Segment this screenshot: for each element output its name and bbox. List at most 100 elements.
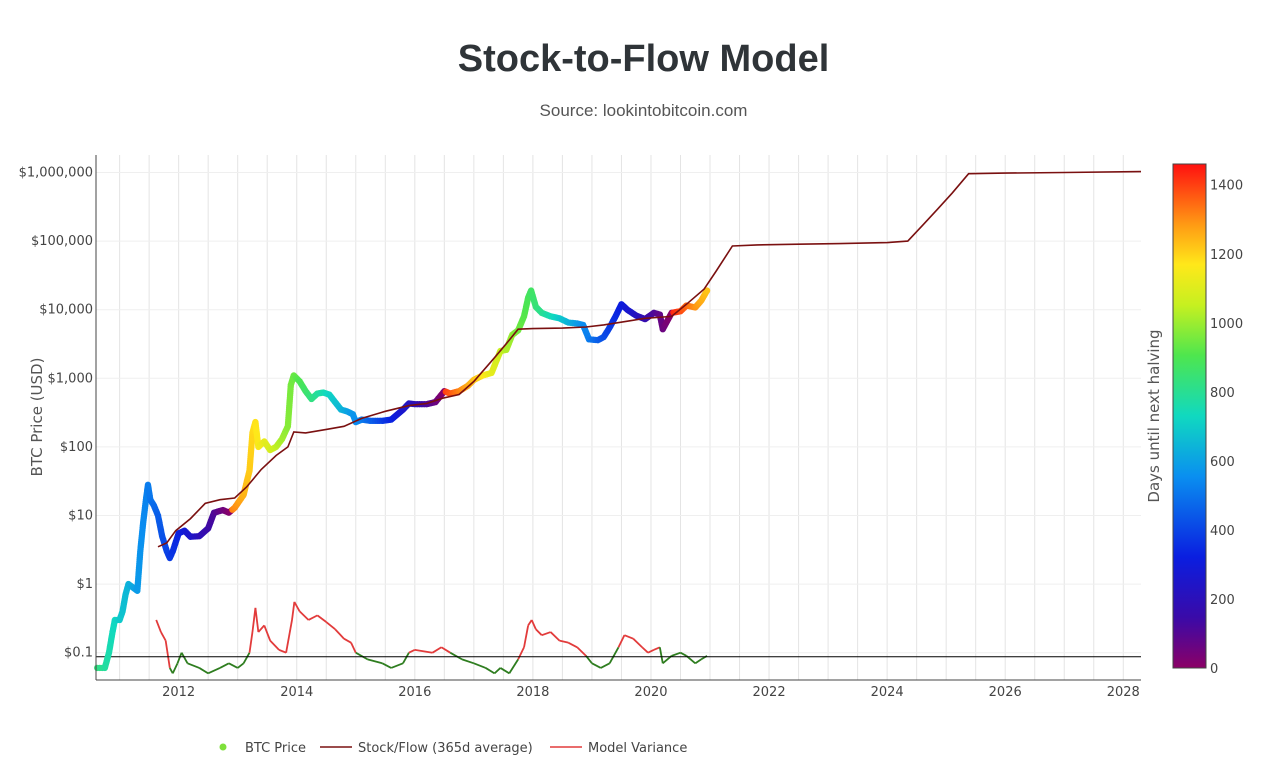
- model-variance-segment: [187, 662, 200, 669]
- model-variance-segment: [576, 646, 587, 657]
- y-tick-label: $1,000,000: [19, 166, 93, 181]
- model-variance-segment: [291, 601, 296, 621]
- model-variance-segment: [567, 641, 578, 649]
- model-variance-segment: [641, 646, 649, 654]
- model-variance-segment: [299, 610, 310, 621]
- x-tick-label: 2016: [398, 685, 431, 700]
- model-variance-segment: [600, 662, 611, 669]
- btc-price-point: [703, 287, 711, 294]
- model-variance-segment: [350, 642, 357, 654]
- model-variance-segment: [523, 625, 530, 648]
- colorbar-tick-label: 600: [1210, 455, 1235, 470]
- model-variance-segment: [257, 624, 265, 633]
- colorbar-tick-label: 0: [1210, 662, 1218, 677]
- model-variance-segment: [402, 652, 410, 664]
- model-variance-segment: [461, 658, 475, 665]
- colorbar-title: Days until next halving: [1145, 329, 1163, 502]
- model-variance-segment: [591, 662, 602, 669]
- model-variance-segment: [164, 640, 171, 669]
- chart-title: Stock-to-Flow Model: [457, 38, 830, 80]
- plot-series: [93, 170, 1142, 675]
- y-tick-label: $1,000: [48, 371, 94, 386]
- model-variance-segment: [198, 667, 209, 675]
- model-variance-segment: [517, 646, 525, 660]
- model-variance-segment: [499, 667, 510, 675]
- model-variance-segment: [180, 652, 189, 664]
- model-variance-segment: [647, 649, 655, 654]
- model-variance-segment: [228, 662, 239, 669]
- model-variance-segment: [251, 607, 257, 633]
- y-tick-label: $1: [76, 577, 93, 592]
- x-tick-label: 2012: [162, 685, 195, 700]
- legend-label-btc-price: BTC Price: [245, 741, 306, 756]
- model-variance-segment: [440, 646, 451, 654]
- model-variance-segment: [355, 651, 369, 661]
- model-variance-segment: [343, 637, 352, 644]
- model-variance-segment: [671, 651, 681, 657]
- model-variance-segment: [237, 662, 245, 669]
- model-variance-segment: [325, 621, 336, 630]
- model-variance-segment: [160, 631, 167, 642]
- model-variance-segment: [694, 658, 702, 665]
- model-variance-segment: [207, 667, 221, 675]
- model-variance-segment: [473, 662, 486, 669]
- colorbar: 0 200 400 600 800 1000 1200 1400 Days until nex…: [1145, 163, 1243, 677]
- x-tick-label: 2020: [634, 685, 667, 700]
- model-variance-segment: [248, 631, 254, 653]
- model-variance-segment: [334, 628, 345, 640]
- y-axis-label: BTC Price (USD): [28, 358, 46, 477]
- colorbar-tick-label: 200: [1210, 593, 1235, 608]
- model-variance-segment: [408, 649, 416, 654]
- y-tick-label: $10: [68, 509, 93, 524]
- model-variance-segment: [381, 662, 392, 669]
- x-tick-label: 2018: [516, 685, 549, 700]
- model-variance-segment: [530, 619, 537, 630]
- y-tick-label: $100,000: [31, 234, 93, 249]
- model-variance-segment: [449, 651, 463, 661]
- model-variance-segment: [219, 662, 230, 669]
- model-variance-segment: [171, 662, 179, 674]
- model-variance-segment: [308, 614, 318, 621]
- model-variance-segment: [176, 652, 183, 664]
- x-tick-label: 2026: [989, 685, 1022, 700]
- model-variance-segment: [278, 649, 287, 654]
- model-variance-segment: [658, 647, 664, 664]
- model-variance-segment: [632, 638, 643, 648]
- legend-label-stock-flow: Stock/Flow (365d average): [358, 741, 533, 756]
- model-variance-segment: [285, 619, 293, 653]
- x-tick-label: 2028: [1107, 685, 1140, 700]
- colorbar-tick-label: 800: [1210, 386, 1235, 401]
- model-variance-segment: [527, 619, 533, 626]
- model-variance-segment: [263, 625, 272, 641]
- model-variance-segment: [559, 639, 569, 644]
- chart-subtitle: Source: lookintobitcoin.com: [539, 101, 748, 120]
- model-variance-segment: [390, 662, 404, 669]
- colorbar-tick-label: 1000: [1210, 317, 1243, 332]
- axes: $1,000,000 $100,000 $10,000 $1,000 $100 $10 $1…: [19, 155, 1141, 700]
- model-variance-segment: [254, 607, 260, 633]
- model-variance-segment: [680, 651, 687, 657]
- legend: BTC Price Stock/Flow (365d average) Mode…: [219, 741, 687, 756]
- legend-label-model-variance: Model Variance: [588, 741, 687, 756]
- model-variance-segment: [367, 658, 383, 665]
- model-variance-segment: [508, 658, 519, 674]
- model-variance-segment: [541, 631, 551, 637]
- model-variance-segment: [155, 619, 162, 633]
- model-variance-segment: [242, 652, 251, 664]
- stock-flow-line: [157, 170, 1142, 548]
- model-variance-segment: [316, 614, 327, 623]
- model-variance-segment: [485, 667, 495, 675]
- model-variance-segment: [549, 631, 561, 642]
- model-variance-segment: [432, 646, 442, 654]
- x-tick-label: 2022: [753, 685, 786, 700]
- legend-marker-btc-price: [219, 743, 227, 751]
- x-tick-label: 2014: [280, 685, 313, 700]
- model-variance-segment: [535, 628, 543, 636]
- model-variance-segment: [293, 601, 301, 612]
- model-variance-segment: [493, 667, 502, 675]
- model-variance-segment: [414, 648, 433, 654]
- model-variance-segment: [624, 634, 634, 640]
- model-variance-segment: [269, 639, 280, 651]
- colorbar-gradient: [1172, 163, 1207, 669]
